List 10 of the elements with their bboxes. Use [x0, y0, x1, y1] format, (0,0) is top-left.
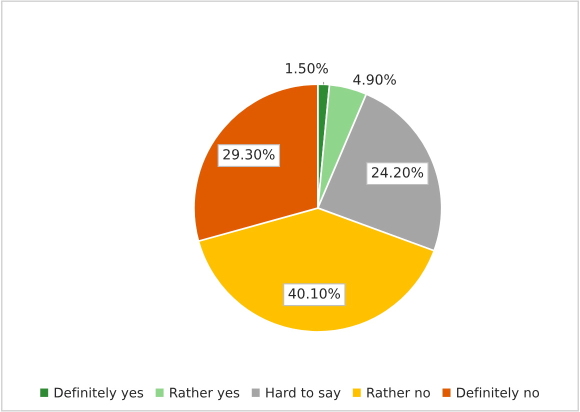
legend-label: Hard to say [266, 387, 341, 400]
legend-label: Definitely no [457, 387, 540, 400]
data-label: 1.50% [286, 62, 328, 74]
legend-label: Rather no [367, 387, 430, 398]
data-label: 40.10% [288, 288, 340, 299]
legend-label: Definitely yes [54, 387, 144, 400]
data-label: 4.90% [353, 74, 396, 85]
data-label: 29.30% [223, 149, 275, 160]
data-label: 24.20% [372, 167, 424, 178]
legend-label: Rather yes [170, 387, 240, 400]
